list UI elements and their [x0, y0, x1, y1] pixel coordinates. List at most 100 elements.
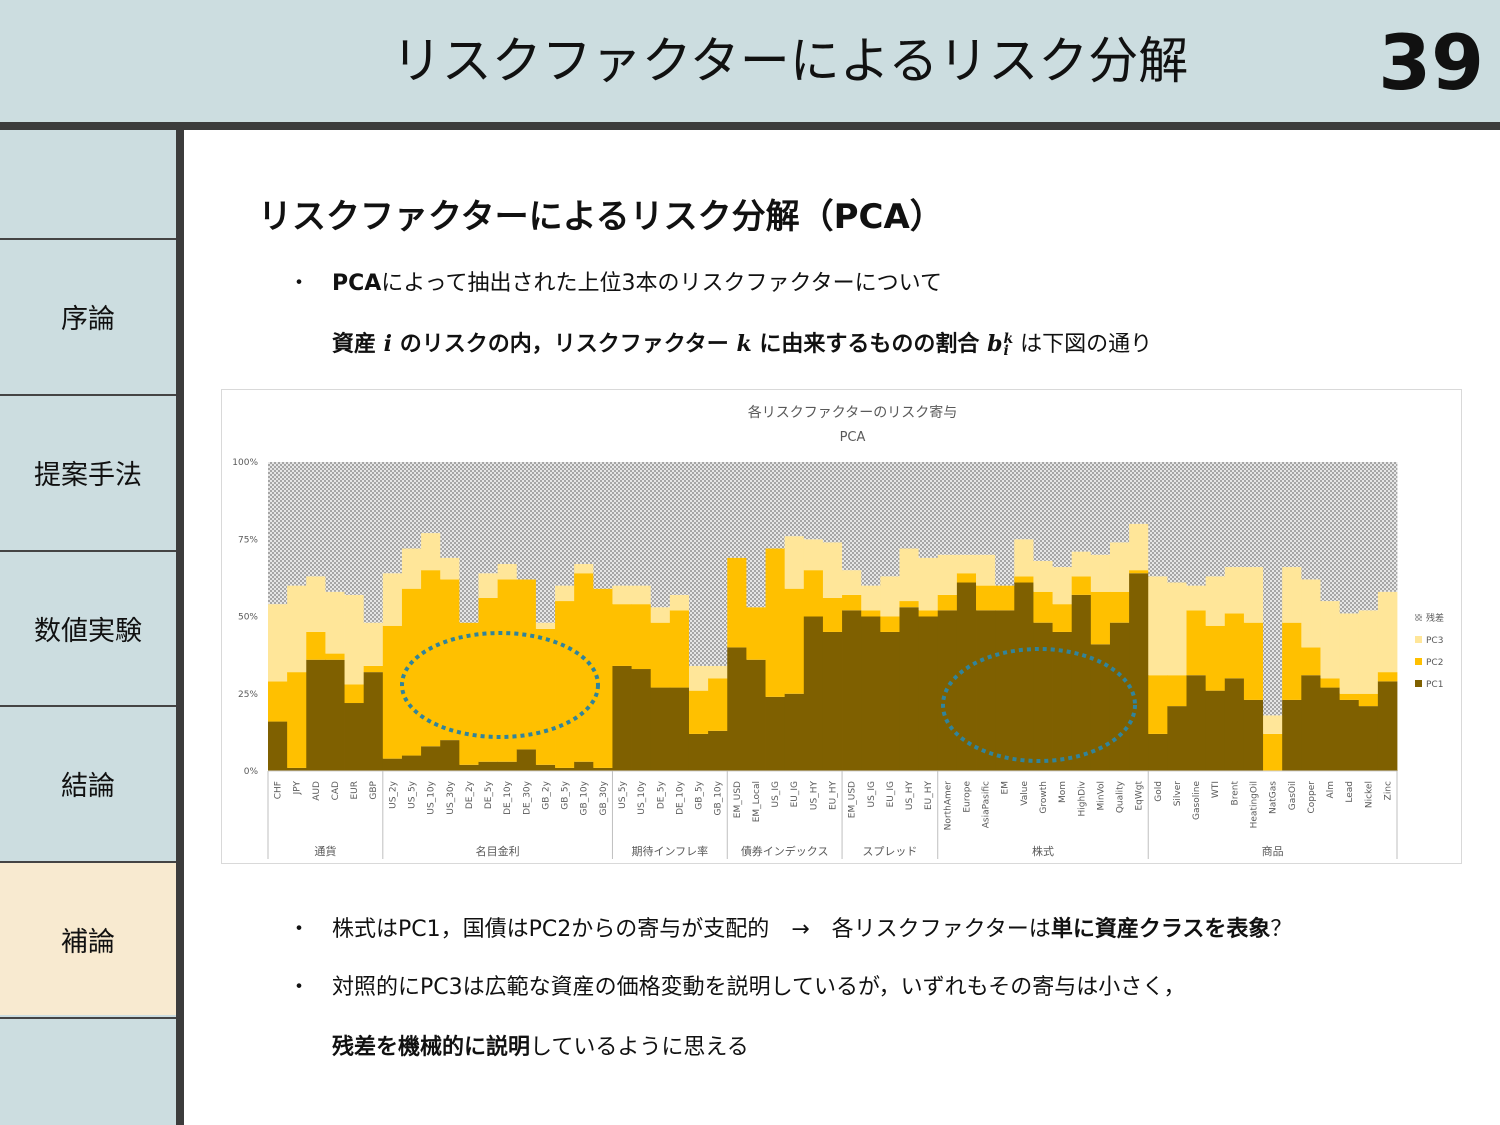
- pc2-bar: [727, 557, 747, 648]
- pc1-bar: [268, 721, 288, 771]
- group-label: スプレッド: [862, 845, 917, 858]
- pc1-bar: [899, 607, 920, 771]
- pc2-bar: [535, 628, 556, 765]
- highlight-ellipse-equities: [941, 647, 1137, 763]
- x-tick-label: Gold: [1154, 781, 1164, 802]
- pc1-bar: [535, 764, 556, 771]
- pc3-bar: [306, 576, 326, 632]
- slide-header: [0, 0, 1500, 122]
- residual-bar: [1377, 462, 1398, 592]
- pc1-bar: [1377, 681, 1398, 771]
- pc2-bar: [306, 631, 326, 660]
- residual-bar: [1263, 462, 1283, 716]
- pc1-bar: [976, 610, 996, 771]
- pc1-bar: [1320, 687, 1340, 771]
- pc1-bar: [1301, 675, 1321, 771]
- x-tick-label: DE_30y: [522, 780, 532, 815]
- pc1-bar: [306, 659, 326, 771]
- sidebar-item-appendix[interactable]: 補論: [0, 861, 176, 1015]
- pc2-bar: [1282, 622, 1302, 700]
- header-divider: [0, 122, 1500, 130]
- pc2-bar: [784, 588, 805, 694]
- pc2-bar: [1377, 672, 1398, 682]
- pc3-bar: [440, 557, 460, 580]
- x-tick-label: EU_HY: [924, 781, 934, 811]
- y-tick-label: 25%: [238, 690, 258, 700]
- pc1-bar: [861, 616, 881, 771]
- math-i: i: [383, 331, 393, 357]
- pc2-bar: [344, 684, 365, 704]
- pc2-bar: [363, 665, 384, 673]
- pc1-bar: [516, 749, 537, 771]
- pc2-bar: [459, 622, 479, 765]
- x-tick-label: NorthAmer: [943, 781, 953, 831]
- residual-bar: [861, 462, 881, 586]
- group-label: 通貨: [314, 844, 336, 858]
- pca-text: PCA: [332, 271, 382, 296]
- x-tick-label: US_5y: [408, 780, 418, 809]
- pc1-bar: [287, 767, 307, 771]
- risk-contribution-chart: 各リスクファクターのリスク寄与 PCA 0% 25% 50% 75% 100% CHF JPY A…: [232, 404, 1444, 859]
- pc1-bar: [1243, 699, 1264, 771]
- pc2-bar: [1205, 625, 1226, 691]
- x-tick-label: DE_10y: [675, 780, 685, 815]
- pc2-bar: [918, 610, 939, 617]
- x-tick-label: GasOil: [1288, 781, 1298, 810]
- legend-swatch: [1415, 636, 1422, 643]
- residual-bar: [1148, 462, 1168, 577]
- pc2-bar: [746, 607, 766, 660]
- x-tick-label: US_HY: [809, 781, 819, 811]
- pc3-bar: [1377, 591, 1398, 673]
- sidebar-item-conclusion[interactable]: 結論: [0, 705, 176, 859]
- pc2-bar: [899, 601, 920, 608]
- x-tick-label: US_IG: [771, 781, 781, 807]
- y-tick-label: 0%: [244, 767, 259, 777]
- pc3-bar: [688, 665, 709, 691]
- pc3-bar: [708, 665, 728, 679]
- residual-bar: [918, 462, 939, 558]
- pc3-bar: [325, 591, 345, 654]
- pc2-bar: [612, 604, 632, 666]
- pc3-bar: [1129, 523, 1149, 571]
- pc1-bar: [1339, 699, 1360, 771]
- sidebar-item-experiments[interactable]: 数値実験: [0, 550, 176, 704]
- residual-bar: [1033, 462, 1053, 561]
- residual-bar: [688, 462, 709, 666]
- x-tick-label: US_10y: [637, 780, 647, 814]
- residual-bar: [574, 462, 594, 564]
- pc3-bar: [842, 570, 862, 595]
- pc3-bar: [287, 585, 307, 673]
- pc1-bar: [421, 746, 441, 771]
- chart-title: 各リスクファクターのリスク寄与: [748, 404, 957, 421]
- residual-bar: [708, 462, 728, 666]
- pc3-bar: [1205, 576, 1226, 626]
- pc1-bar: [1148, 733, 1168, 771]
- sidebar-item-proposed-method[interactable]: 提案手法: [0, 394, 176, 548]
- group-label: 債券インデックス: [741, 844, 829, 858]
- residual-bar: [1282, 462, 1302, 568]
- pc2-bar: [1243, 622, 1264, 700]
- residual-bar: [421, 462, 441, 534]
- pc3-bar: [650, 607, 671, 623]
- x-tick-label: US_IG: [867, 781, 877, 807]
- pc2-bar: [937, 594, 958, 611]
- residual-bar: [842, 462, 862, 571]
- pc3-bar: [574, 563, 594, 574]
- residual-bar: [765, 462, 786, 549]
- residual-bar: [1071, 462, 1092, 552]
- x-tick-label: EU_HY: [829, 781, 839, 811]
- sidebar-item-introduction[interactable]: 序論: [0, 238, 176, 392]
- pc2-bar: [440, 579, 460, 741]
- pc1-bar: [1033, 622, 1053, 771]
- legend-label: PC2: [1426, 658, 1443, 668]
- residual-bar: [976, 462, 996, 555]
- pc2-bar: [803, 570, 824, 617]
- pc3-bar: [344, 594, 365, 685]
- residual-bar: [899, 462, 920, 549]
- slide-heading: リスクファクターによるリスク分解（PCA）: [258, 197, 944, 237]
- group-label: 名目金利: [476, 844, 520, 858]
- pc1-bar: [688, 733, 709, 771]
- x-tick-label: DE_2y: [465, 780, 475, 809]
- pc1-bar: [784, 693, 805, 771]
- pc2-bar: [555, 601, 575, 768]
